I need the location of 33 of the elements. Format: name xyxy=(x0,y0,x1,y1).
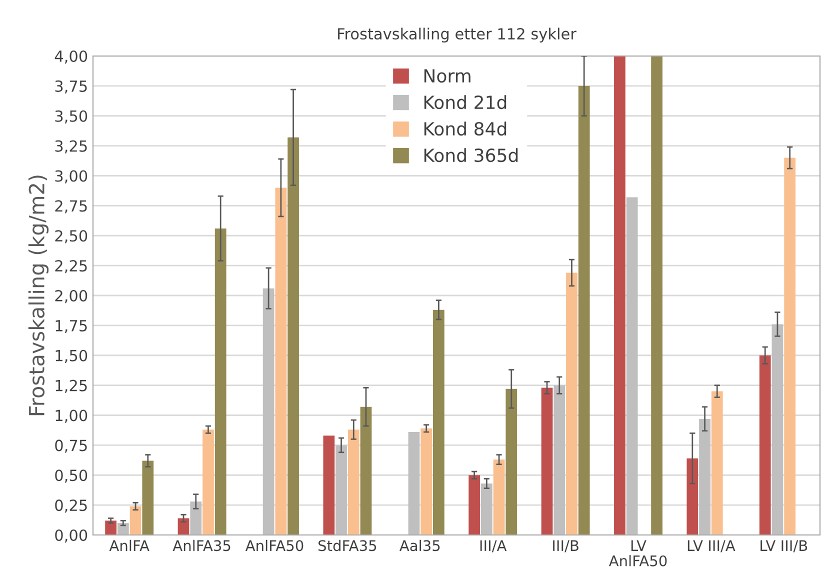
y-tick-label: 3,50 xyxy=(55,110,88,124)
y-tick-label: 0,75 xyxy=(55,440,87,453)
y-tick-label: 1,50 xyxy=(56,350,88,363)
x-tick-label: III/B xyxy=(553,540,578,552)
y-tick-label: 3,75 xyxy=(55,80,87,94)
y-tick-label: 2,25 xyxy=(55,260,87,274)
legend-label: Kond 84d xyxy=(424,122,506,136)
legend-label: Kond 365d xyxy=(424,148,518,162)
y-tick-label: 0,00 xyxy=(55,529,88,543)
x-tick-label: LV III/B xyxy=(760,540,808,552)
y-axis-title: Frostavskalling (kg/m2) xyxy=(28,176,49,416)
legend-label: Norm xyxy=(424,69,470,83)
y-tick-label: 0,25 xyxy=(55,500,87,513)
x-tick-label: AnlFA35 xyxy=(172,540,230,552)
x-tick-label: AnlFA50 xyxy=(245,540,304,552)
y-tick-label: 2,75 xyxy=(55,200,87,214)
y-tick-label: 0,50 xyxy=(55,470,88,483)
y-tick-label: 3,25 xyxy=(55,140,87,154)
y-tick-label: 2,00 xyxy=(55,290,88,304)
x-tick-label: LV AnlFA50 xyxy=(608,540,667,566)
y-tick-label: 1,25 xyxy=(56,380,87,393)
x-tick-label: StdFA35 xyxy=(318,540,376,552)
legend-label: Kond 21d xyxy=(424,95,506,110)
x-tick-label: AnlFA xyxy=(109,540,150,551)
y-tick-label: 1,00 xyxy=(56,410,88,423)
y-tick-label: 1,75 xyxy=(56,320,87,334)
y-tick-label: 3,00 xyxy=(55,170,88,184)
x-tick-label: LV III/A xyxy=(688,540,736,552)
y-tick-label: 4,00 xyxy=(54,50,88,64)
chart-title: Frostavskalling etter 112 sykler xyxy=(338,28,576,43)
x-tick-label: Aal35 xyxy=(400,540,440,552)
y-tick-label: 2,50 xyxy=(55,230,88,244)
x-tick-label: III/A xyxy=(480,540,507,552)
